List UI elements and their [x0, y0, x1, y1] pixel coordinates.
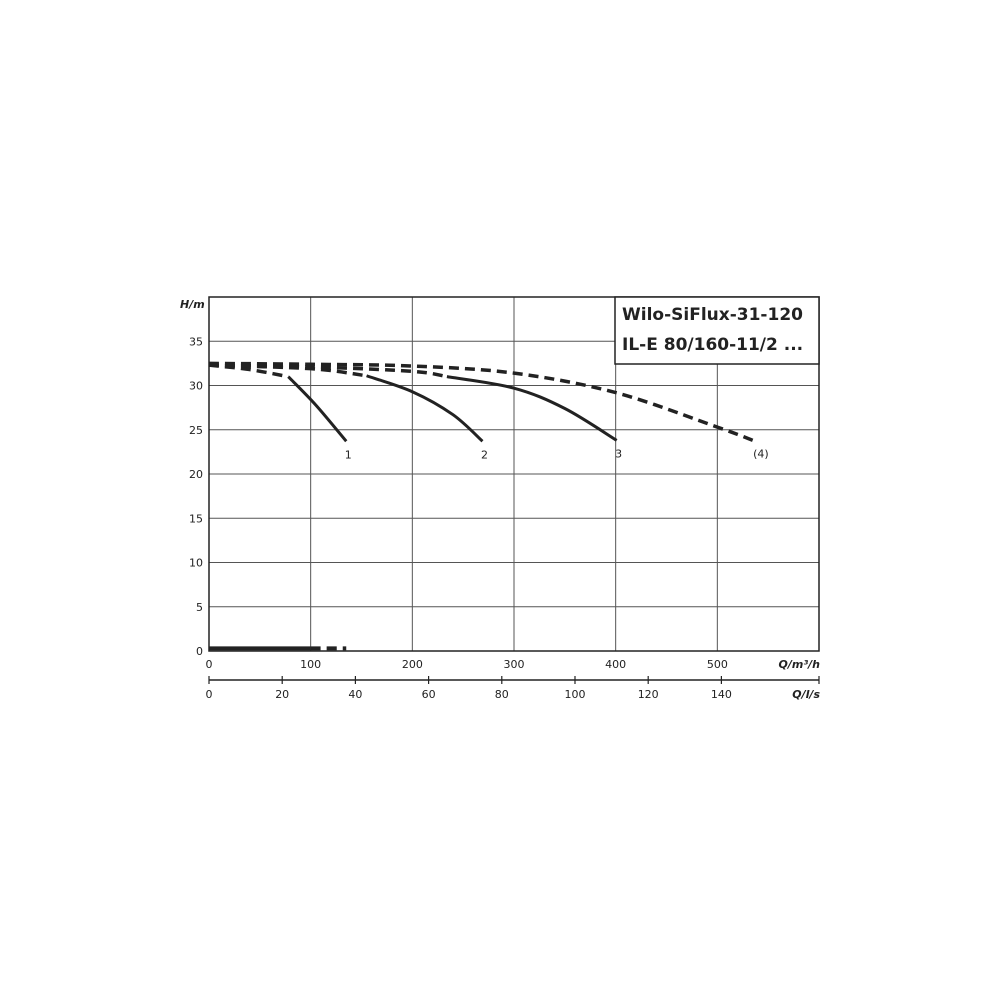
curve-label: 3	[615, 447, 622, 460]
curve-3-dashed	[208, 363, 448, 379]
curve-label: (4)	[753, 447, 769, 460]
x-tick-label: 300	[504, 658, 525, 671]
title-line-2: IL-E 80/160-11/2 ...	[622, 335, 803, 355]
y-tick-label: 10	[189, 557, 203, 570]
x-tick-label: 500	[707, 658, 728, 671]
title-line-1: Wilo-SiFlux-31-120	[622, 305, 803, 325]
y-tick-label: 0	[196, 645, 203, 658]
curve-2-solid	[366, 374, 484, 443]
x2-tick-label: 20	[275, 688, 289, 701]
y-tick-label: 5	[196, 601, 203, 614]
x-axis-label: Q/m³/h	[779, 658, 821, 671]
y-tick-label: 20	[189, 468, 203, 481]
curve-1-solid	[287, 375, 348, 443]
plot-frame	[208, 296, 820, 652]
x-tick-label: 0	[206, 658, 213, 671]
curve-3-solid	[446, 375, 618, 442]
y-tick-label: 15	[189, 512, 203, 525]
x2-tick-label: 60	[422, 688, 436, 701]
title-box	[614, 296, 820, 365]
curves	[208, 361, 754, 651]
y-tick-label: 30	[189, 380, 203, 393]
x2-tick-label: 120	[638, 688, 659, 701]
x-tick-label: 400	[605, 658, 626, 671]
grid	[208, 296, 820, 684]
y-tick-label: 35	[189, 335, 203, 348]
x-tick-label: 100	[300, 658, 321, 671]
curve-4-dashed	[208, 361, 754, 443]
x2-tick-label: 100	[564, 688, 585, 701]
x2-tick-label: 0	[206, 688, 213, 701]
tick-labels: 0 100 200 300 400 500 0 5 10 15 20 25 30 35 0 20 40 60 80 1…	[189, 335, 769, 701]
x2-tick-label: 40	[348, 688, 362, 701]
x2-tick-label: 140	[711, 688, 732, 701]
curve-label: 1	[345, 448, 352, 461]
x2-axis-label: Q/l/s	[792, 688, 820, 701]
x2-tick-label: 80	[495, 688, 509, 701]
y-tick-label: 25	[189, 424, 203, 437]
y-axis-label: H/m	[180, 298, 205, 311]
x-tick-label: 200	[402, 658, 423, 671]
curve-label: 2	[481, 448, 488, 461]
